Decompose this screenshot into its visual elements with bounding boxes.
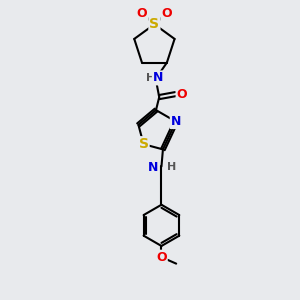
Text: N: N: [171, 115, 181, 128]
Text: O: O: [137, 7, 147, 20]
Text: S: S: [139, 137, 148, 151]
Text: O: O: [161, 7, 172, 20]
Text: H: H: [146, 73, 155, 83]
Text: O: O: [156, 251, 167, 264]
Text: H: H: [167, 162, 176, 172]
Text: S: S: [149, 17, 159, 31]
Text: O: O: [177, 88, 187, 100]
Text: N: N: [148, 160, 158, 174]
Text: N: N: [153, 71, 163, 84]
